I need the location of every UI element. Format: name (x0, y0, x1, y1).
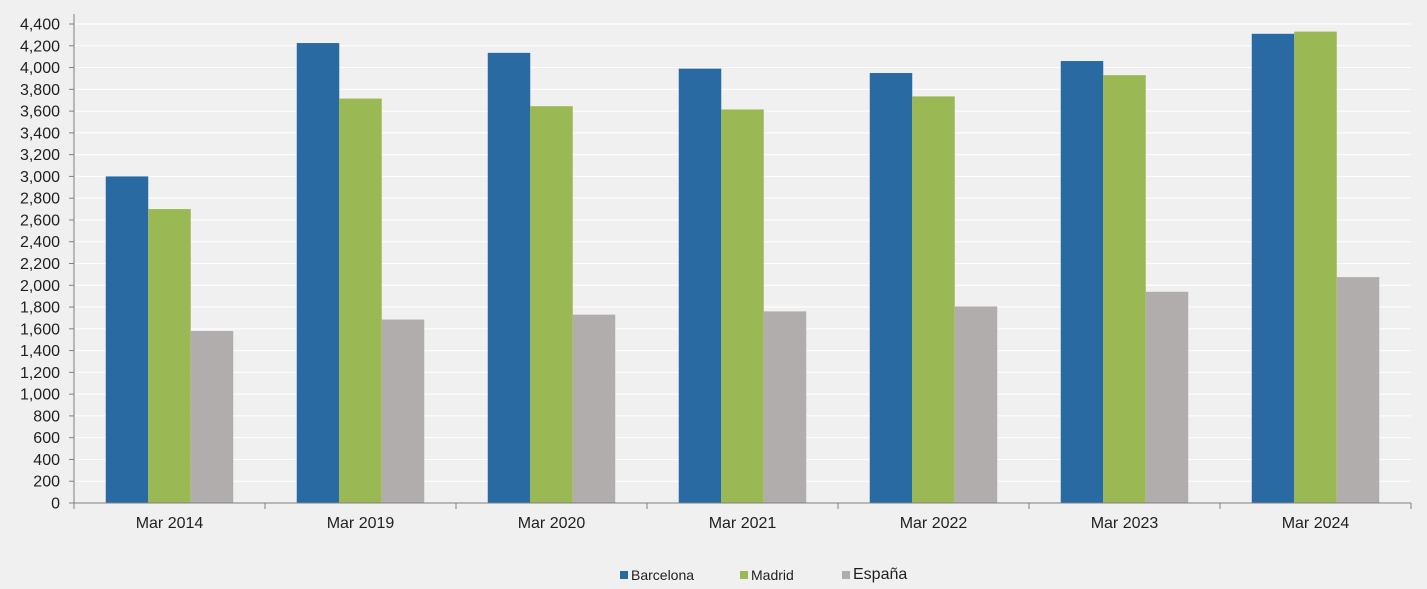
bar-barcelona-4 (869, 72, 913, 503)
legend: Barcelona Madrid España (0, 564, 1427, 588)
bar-espana-5 (1145, 291, 1189, 503)
x-tick-label: Mar 2020 (518, 515, 586, 532)
bar-madrid-0 (148, 209, 191, 503)
legend-swatch-madrid (740, 571, 748, 579)
bar-espana-0 (190, 330, 234, 503)
bar-madrid-4 (912, 96, 955, 503)
bar-barcelona-6 (1251, 33, 1295, 503)
bar-barcelona-3 (678, 68, 722, 503)
y-tick-label: 1,600 (20, 321, 60, 338)
y-tick-label: 3,800 (20, 82, 60, 99)
bar-espana-1 (381, 319, 425, 503)
y-tick-label: 4,000 (20, 60, 60, 77)
y-tick-label: 3,000 (20, 169, 60, 186)
bar-madrid-2 (530, 106, 573, 503)
legend-item-espana: España (842, 566, 907, 584)
y-tick-label: 1,000 (20, 387, 60, 404)
y-tick-label: 1,400 (20, 343, 60, 360)
legend-swatch-espana (842, 571, 850, 579)
y-tick-label: 1,800 (20, 300, 60, 317)
y-tick-labels: 0 200 400 600 800 1,000 1,200 1,400 1,600 1,800 2,… (20, 17, 60, 513)
bar-madrid-5 (1103, 75, 1146, 504)
bars (105, 31, 1380, 504)
y-tick-label: 3,600 (20, 104, 60, 121)
bar-barcelona-0 (105, 176, 149, 503)
bar-espana-2 (572, 314, 616, 503)
legend-swatch-barcelona (620, 571, 628, 579)
y-tick-label: 3,400 (20, 125, 60, 142)
bar-madrid-6 (1294, 31, 1337, 504)
legend-item-madrid: Madrid (740, 567, 794, 583)
x-tick-labels: Mar 2014 Mar 2019 Mar 2020 Mar 2021 Mar 2022… (136, 515, 1350, 532)
y-tick-label: 400 (33, 452, 60, 469)
bar-barcelona-1 (296, 43, 340, 503)
bar-espana-4 (954, 306, 998, 503)
y-tick-label: 3,200 (20, 147, 60, 164)
y-tick-label: 0 (51, 496, 60, 513)
bar-madrid-3 (721, 109, 764, 504)
x-tick-label: Mar 2021 (709, 515, 777, 532)
x-tick-label: Mar 2019 (327, 515, 395, 532)
y-tick-label: 2,200 (20, 256, 60, 273)
y-tick-label: 2,400 (20, 234, 60, 251)
y-tick-label: 800 (33, 408, 60, 425)
bar-barcelona-5 (1060, 61, 1104, 503)
y-tick-label: 200 (33, 474, 60, 491)
y-tick-label: 2,800 (20, 191, 60, 208)
bar-barcelona-2 (487, 52, 531, 503)
legend-label-barcelona: Barcelona (631, 567, 695, 583)
y-tick-label: 4,200 (20, 38, 60, 55)
y-tick-label: 600 (33, 430, 60, 447)
bar-espana-3 (763, 311, 807, 503)
legend-label-madrid: Madrid (751, 567, 794, 583)
x-tick-label: Mar 2024 (1282, 515, 1350, 532)
x-tick-label: Mar 2014 (136, 515, 204, 532)
legend-item-barcelona: Barcelona (620, 567, 694, 583)
y-tick-label: 2,000 (20, 278, 60, 295)
y-tick-label: 4,400 (20, 17, 60, 34)
y-tick-label: 1,200 (20, 365, 60, 382)
bar-espana-6 (1336, 277, 1380, 503)
bar-madrid-1 (339, 98, 382, 503)
legend-label-espana: España (853, 566, 908, 583)
x-tick-label: Mar 2022 (900, 515, 968, 532)
y-tick-label: 2,600 (20, 212, 60, 229)
x-tick-label: Mar 2023 (1091, 515, 1159, 532)
axes (69, 14, 1412, 509)
